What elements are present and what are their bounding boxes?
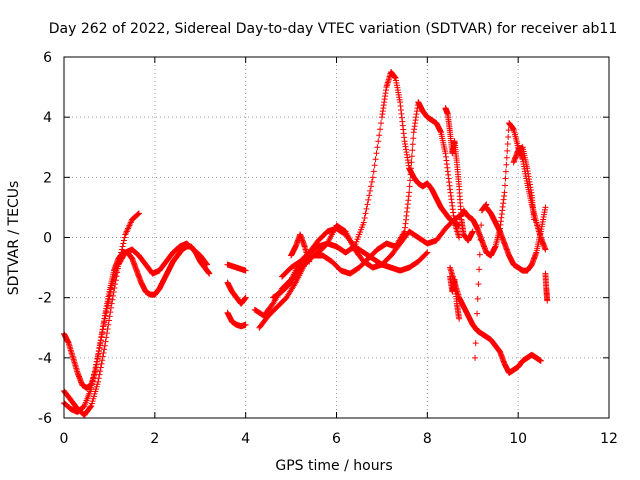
x-tick-label: 4 xyxy=(241,431,250,447)
x-tick-label: 10 xyxy=(509,431,527,447)
y-axis-label: SDTVAR / TECUs xyxy=(6,181,22,296)
series-arc10 xyxy=(279,210,467,280)
chart-title: Day 262 of 2022, Sidereal Day-to-day VTE… xyxy=(49,21,618,37)
x-tick-label: 2 xyxy=(150,431,159,447)
series-arc19 xyxy=(472,201,490,361)
y-tick-label: 2 xyxy=(43,170,52,186)
series-markers xyxy=(510,144,538,223)
series-markers xyxy=(224,309,249,330)
x-tick-label: 12 xyxy=(600,431,618,447)
x-tick-label: 6 xyxy=(332,431,341,447)
series-markers xyxy=(447,264,544,376)
series-arc11 xyxy=(288,231,313,265)
y-tick-label: 0 xyxy=(43,231,52,247)
x-tick-label: 0 xyxy=(60,431,69,447)
data-marks xyxy=(61,69,551,418)
series-arc6 xyxy=(224,261,249,274)
series-markers xyxy=(442,105,476,244)
series-markers xyxy=(224,261,249,274)
series-arc4 xyxy=(224,309,249,330)
series-markers xyxy=(542,270,551,304)
x-axis-label: GPS time / hours xyxy=(275,458,392,474)
x-tick-label: 8 xyxy=(423,431,432,447)
y-tick-label: 4 xyxy=(43,110,52,126)
x-axis-ticks: 0 2 4 6 8 10 12 xyxy=(60,57,618,447)
y-tick-label: -2 xyxy=(38,291,52,307)
series-markers xyxy=(288,231,313,265)
series-arc17 xyxy=(447,273,463,322)
series-arc16 xyxy=(510,144,538,223)
y-axis-ticks: -6 -4 -2 0 2 4 6 xyxy=(38,50,609,427)
series-arc18 xyxy=(542,270,551,304)
series-markers xyxy=(472,201,490,361)
series-markers xyxy=(224,279,249,307)
series-markers xyxy=(279,210,467,280)
y-tick-label: -4 xyxy=(38,351,52,367)
y-tick-label: -6 xyxy=(38,411,52,427)
series-markers xyxy=(447,273,463,322)
series-arc13 xyxy=(447,264,544,376)
y-tick-label: 6 xyxy=(43,50,52,66)
series-arc5 xyxy=(224,279,249,307)
series-arc12 xyxy=(442,105,476,244)
